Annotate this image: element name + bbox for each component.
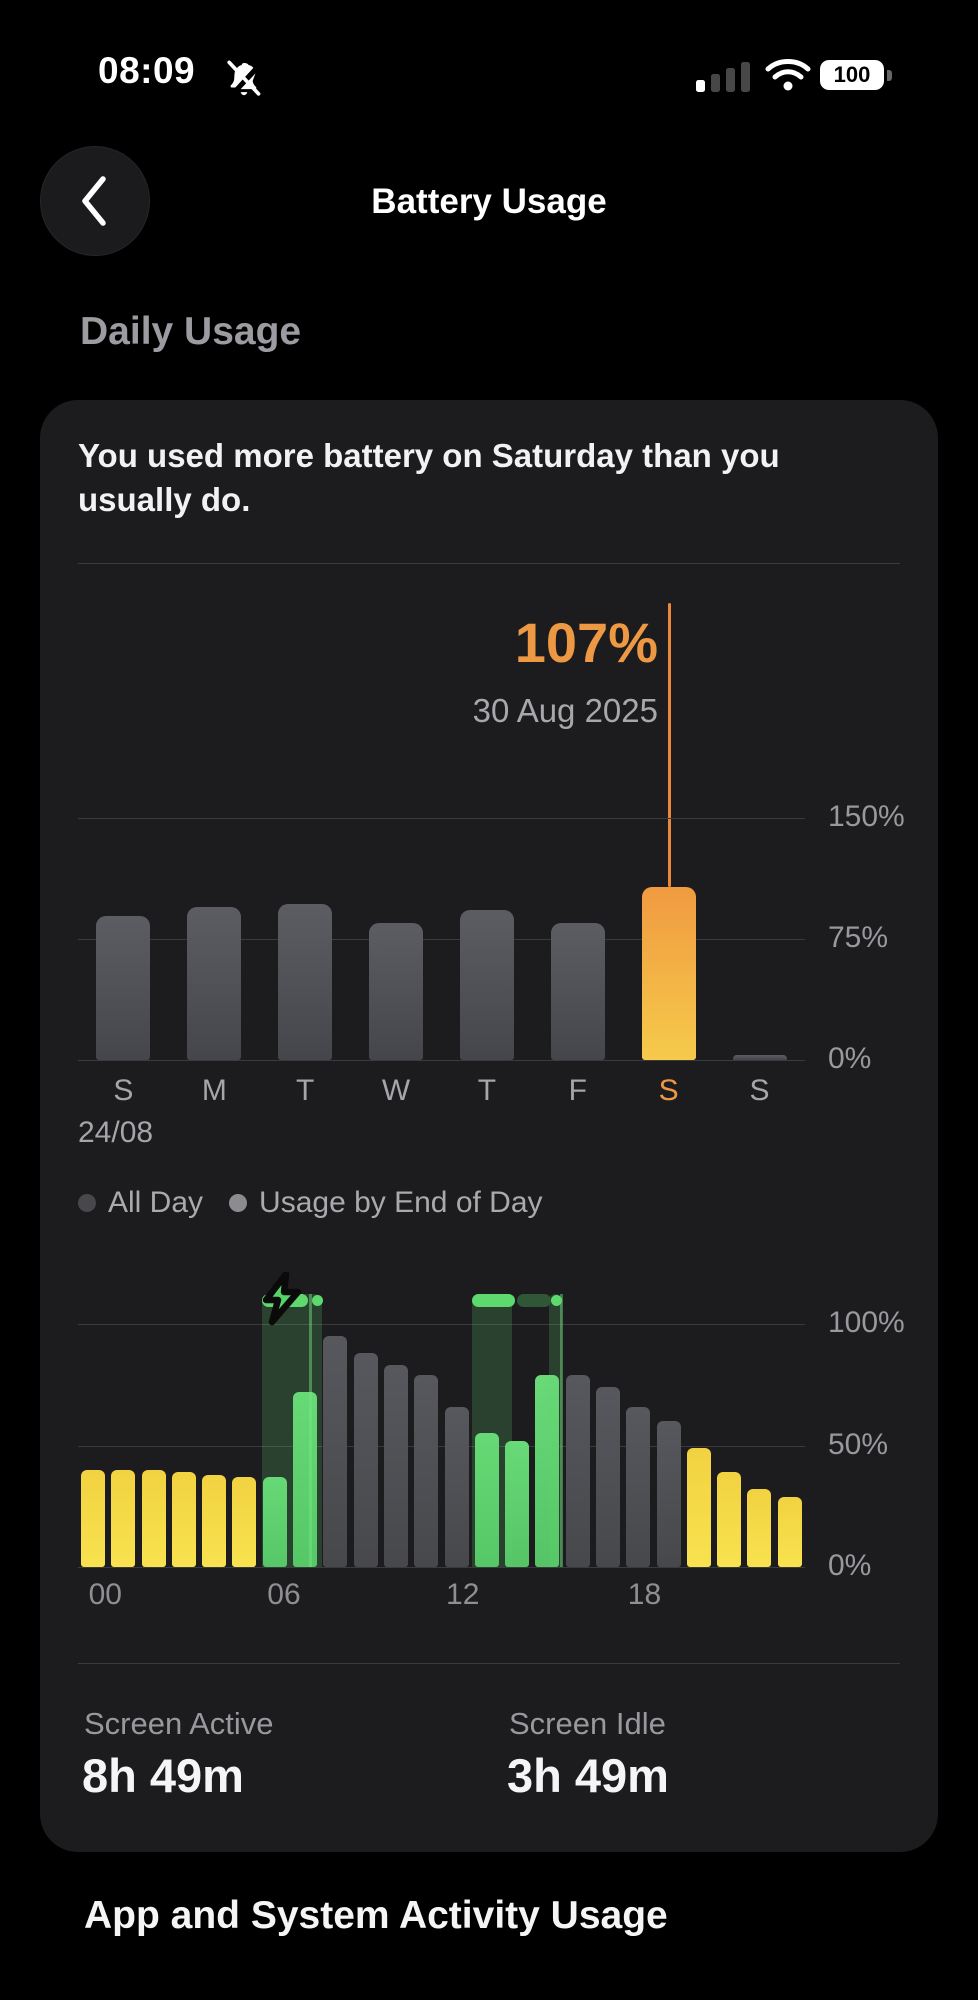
legend-label-all-day: All Day <box>108 1186 204 1219</box>
hour-bar-19[interactable] <box>656 1421 681 1567</box>
hour-bar-6[interactable] <box>262 1477 287 1567</box>
day-label-1[interactable]: M <box>201 1074 227 1107</box>
x-axis-label-18: 18 <box>627 1578 662 1611</box>
daily-bar-S-6[interactable] <box>641 887 696 1060</box>
daily-bar-T-4[interactable] <box>459 909 514 1060</box>
daily-bar-S-0[interactable] <box>96 916 151 1060</box>
hour-bar-2[interactable] <box>141 1469 166 1567</box>
hour-bar-9[interactable] <box>353 1353 378 1567</box>
screen-idle-label: Screen Idle <box>509 1706 666 1741</box>
screen-active-value: 8h 49m <box>82 1749 244 1802</box>
charging-overlay-edge-1 <box>559 1294 563 1567</box>
hour-bar-7[interactable] <box>293 1392 318 1567</box>
gridline-75% <box>78 939 805 940</box>
hour-bar-21[interactable] <box>717 1472 742 1567</box>
legend-item-all-day: All Day <box>78 1186 203 1220</box>
charging-overlay-edge-0 <box>309 1294 313 1567</box>
gridline-150% <box>78 818 805 819</box>
hour-bar-4[interactable] <box>202 1474 227 1567</box>
daily-bar-F-5[interactable] <box>550 922 605 1060</box>
gridline-0% <box>78 1567 805 1568</box>
legend-item-end-of-day: Usage by End of Day <box>229 1186 543 1220</box>
charging-cap-1 <box>471 1294 516 1307</box>
hour-bar-8[interactable] <box>323 1336 348 1567</box>
y-axis-label: 0% <box>828 1549 872 1582</box>
charging-cap-dark-1 <box>517 1294 552 1307</box>
daily-bar-W-3[interactable] <box>369 922 424 1060</box>
charging-end-dot-1 <box>550 1295 562 1306</box>
selected-day-date: 30 Aug 2025 <box>472 692 658 729</box>
divider <box>78 563 900 564</box>
day-label-4[interactable]: T <box>477 1074 497 1107</box>
hour-bar-10[interactable] <box>383 1365 408 1567</box>
divider <box>78 1663 900 1664</box>
day-label-6[interactable]: S <box>658 1074 679 1107</box>
x-axis-label-06: 06 <box>267 1578 301 1611</box>
daily-bar-S-7[interactable] <box>732 1055 787 1060</box>
wifi-icon <box>765 59 811 91</box>
hour-bar-12[interactable] <box>444 1406 469 1567</box>
battery-percent-text: 100 <box>833 62 871 87</box>
charging-overlay-1 <box>471 1294 513 1567</box>
hour-bar-15[interactable] <box>535 1375 560 1567</box>
y-axis-label: 100% <box>828 1306 905 1339</box>
status-time: 08:09 <box>98 50 196 91</box>
daily-bar-T-2[interactable] <box>278 903 333 1060</box>
hour-bar-11[interactable] <box>414 1375 439 1567</box>
day-label-0[interactable]: S <box>113 1074 134 1107</box>
hour-bar-1[interactable] <box>111 1469 136 1567</box>
day-label-3[interactable]: W <box>381 1074 411 1107</box>
cellular-signal-icon <box>696 62 750 92</box>
hour-bar-18[interactable] <box>626 1406 651 1567</box>
week-start-date: 24/08 <box>78 1116 154 1149</box>
daily-bar-M-1[interactable] <box>187 906 242 1060</box>
insight-text: You used more battery on Saturday than y… <box>78 437 780 518</box>
hour-bar-22[interactable] <box>747 1489 772 1567</box>
x-axis-label-12: 12 <box>446 1578 480 1611</box>
battery-icon: 100 <box>820 60 884 90</box>
charging-overlay-0 <box>261 1294 323 1567</box>
hour-bar-20[interactable] <box>686 1447 711 1567</box>
day-label-7[interactable]: S <box>749 1074 770 1107</box>
hour-bar-16[interactable] <box>565 1375 590 1567</box>
section-title-daily-usage: Daily Usage <box>80 310 302 353</box>
y-axis-label: 75% <box>828 921 889 954</box>
hour-bar-0[interactable] <box>81 1469 105 1567</box>
hour-bar-23[interactable] <box>777 1496 802 1567</box>
page-title: Battery Usage <box>371 182 607 221</box>
y-axis-label: 150% <box>828 800 905 833</box>
day-label-2[interactable]: T <box>296 1074 315 1107</box>
selected-day-value: 107% <box>514 611 658 674</box>
charging-end-dot-0 <box>312 1295 324 1306</box>
chevron-left-icon <box>82 176 106 226</box>
day-label-5[interactable]: F <box>568 1074 587 1107</box>
legend-label-end-of-day: Usage by End of Day <box>259 1186 543 1219</box>
y-axis-label: 0% <box>828 1042 872 1075</box>
all-day-dot-icon <box>78 1194 96 1212</box>
charging-bolt-icon <box>262 1272 302 1326</box>
selection-indicator-line <box>668 603 671 887</box>
daily-usage-card: You used more battery on Saturday than y… <box>40 400 938 1852</box>
gridline-50% <box>78 1445 805 1447</box>
bell-slash-icon <box>227 60 261 96</box>
back-button[interactable] <box>40 146 150 256</box>
hour-bar-13[interactable] <box>474 1433 499 1567</box>
hour-bar-5[interactable] <box>232 1477 257 1567</box>
hour-bar-3[interactable] <box>171 1472 196 1567</box>
y-axis-label: 50% <box>828 1427 889 1461</box>
gridline-100% <box>78 1324 805 1325</box>
battery-icon-nub <box>887 70 892 81</box>
section-title-app-system-usage: App and System Activity Usage <box>84 1894 668 1937</box>
gridline-0% <box>78 1060 805 1061</box>
end-of-day-dot-icon <box>229 1194 248 1212</box>
screen-active-label: Screen Active <box>84 1706 274 1741</box>
charging-overlay-1 <box>549 1294 563 1567</box>
chart-legend: All Day Usage by End of Day <box>78 1186 557 1220</box>
hour-bar-14[interactable] <box>505 1440 530 1567</box>
x-axis-label-00: 00 <box>88 1578 122 1611</box>
hour-bar-17[interactable] <box>595 1387 620 1567</box>
screen-idle-value: 3h 49m <box>507 1749 669 1802</box>
